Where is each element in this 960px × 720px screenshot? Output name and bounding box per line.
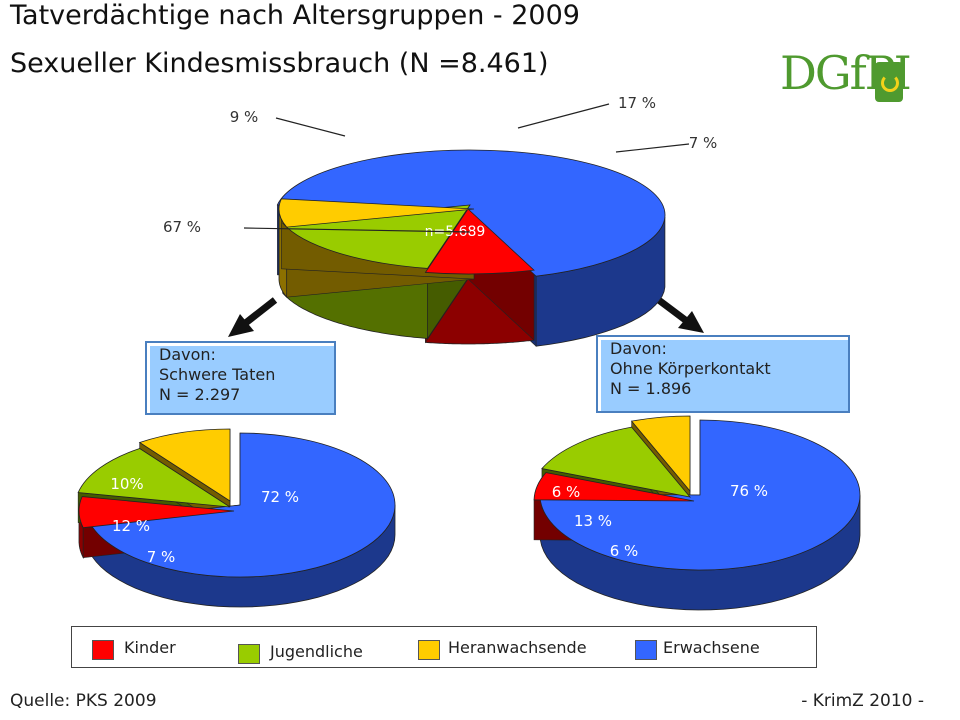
- pie-percent-label: 10%: [110, 475, 143, 493]
- pie-slice-heranwachsende: [138, 428, 231, 502]
- pie-percent-label: 7 %: [147, 548, 176, 566]
- pie-slice-heranwachsende: [278, 198, 475, 228]
- arrow-right-icon: [653, 295, 704, 333]
- pie-ohne-koerperkontakt: [533, 415, 861, 611]
- pie-percent-label: 6 %: [552, 483, 581, 501]
- pie-slice-heranwachsende: [630, 415, 691, 493]
- pie-slice-kinder: [78, 496, 235, 529]
- pie-count-label: n=1.454: [440, 123, 501, 139]
- callout-line: Davon:: [159, 345, 216, 364]
- leader-line: [615, 143, 690, 153]
- pie-schwere-taten: [77, 428, 396, 608]
- callout-schwere-taten: Davon: Schwere Taten N = 2.297: [145, 341, 336, 415]
- pie-percent-label: 7 %: [689, 134, 718, 152]
- pie-percent-label: 9 %: [230, 108, 259, 126]
- legend-swatch: [92, 640, 114, 660]
- legend-label: Kinder: [124, 638, 176, 657]
- logo-badge-icon: [875, 62, 903, 102]
- legend-label: Heranwachsende: [448, 638, 587, 657]
- legend-swatch: [635, 640, 657, 660]
- dgfpi-logo: DGfPI: [780, 42, 930, 112]
- legend-swatch: [418, 640, 440, 660]
- pie-slice-jugendliche: [77, 448, 231, 508]
- pie-percent-label: 12 %: [112, 517, 150, 535]
- callout-line: Ohne Körperkontakt: [610, 359, 771, 378]
- legend-label: Erwachsene: [663, 638, 760, 657]
- pie-percent-label: 17 %: [618, 94, 656, 112]
- pie-slice-kinder: [533, 472, 695, 502]
- callout-line: Davon:: [610, 339, 667, 358]
- callout-line: Schwere Taten: [159, 365, 276, 384]
- footer-credit: - KrimZ 2010 -: [801, 691, 924, 711]
- callout-line: N = 1.896: [610, 379, 692, 398]
- pie-slice-kinder: [424, 208, 535, 275]
- leader-line: [243, 227, 471, 233]
- pie-percent-label: 76 %: [730, 482, 768, 500]
- leader-line: [275, 117, 346, 137]
- pie-slice-erwachsene: [88, 432, 396, 578]
- pie-slice-erwachsene: [539, 419, 861, 571]
- callout-ohne-koerperkontakt: Davon: Ohne Körperkontakt N = 1.896: [596, 335, 850, 413]
- pie-count-label: n=767: [328, 141, 375, 157]
- pie-percent-label: 72 %: [261, 488, 299, 506]
- pie-slice-jugendliche: [541, 426, 692, 498]
- legend-swatch: [238, 644, 260, 664]
- pie-percent-label: 13 %: [574, 512, 612, 530]
- arrow-left-icon: [228, 297, 278, 337]
- legend: Kinder Jugendliche Heranwachsende Erwach…: [71, 626, 817, 668]
- legend-label: Jugendliche: [270, 642, 363, 661]
- source-note: Quelle: PKS 2009: [10, 691, 157, 711]
- pie-main: [276, 149, 666, 347]
- chart-subtitle: Sexueller Kindesmissbrauch (N =8.461): [10, 48, 549, 79]
- pie-percent-label: 67 %: [163, 218, 201, 236]
- leader-line: [517, 103, 610, 129]
- chart-title: Tatverdächtige nach Altersgruppen - 2009: [10, 0, 580, 31]
- pie-percent-label: 6 %: [610, 542, 639, 560]
- pie-count-label: n=551: [566, 144, 613, 160]
- callout-line: N = 2.297: [159, 385, 241, 404]
